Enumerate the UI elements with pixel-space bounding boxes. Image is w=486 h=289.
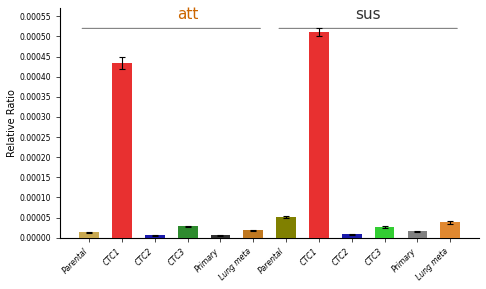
Bar <box>440 222 460 238</box>
Text: att: att <box>177 7 198 22</box>
Bar <box>309 32 329 238</box>
Bar <box>79 232 99 238</box>
Bar <box>243 230 263 238</box>
Bar <box>112 63 132 238</box>
Bar <box>276 217 296 238</box>
Y-axis label: Relative Ratio: Relative Ratio <box>7 89 17 157</box>
Bar <box>375 227 395 238</box>
Bar <box>145 235 165 238</box>
Bar <box>408 231 427 238</box>
Bar <box>342 234 362 238</box>
Text: sus: sus <box>355 7 381 22</box>
Bar <box>210 235 230 238</box>
Bar <box>178 226 197 238</box>
